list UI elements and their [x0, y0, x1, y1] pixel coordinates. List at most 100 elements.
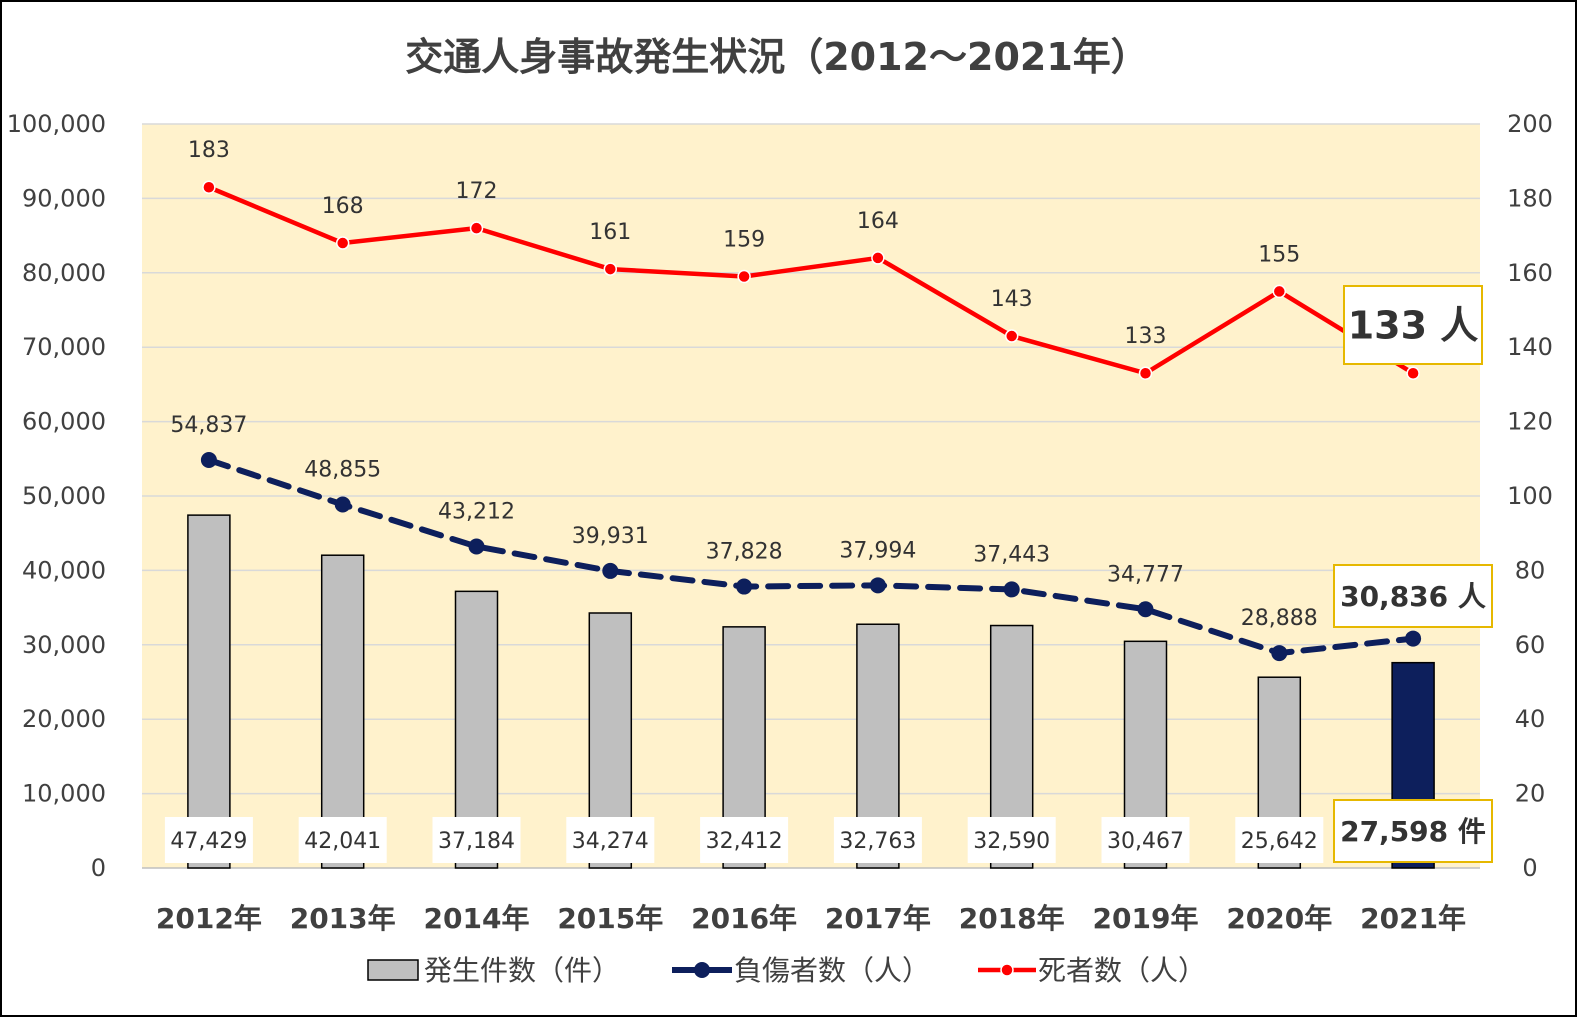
deaths-point: [202, 180, 216, 194]
deaths-point: [1138, 366, 1153, 380]
y-left-tick-label: 20,000: [22, 705, 106, 733]
injured-value-label: 37,443: [973, 542, 1050, 567]
legend-label-injured: 負傷者数（人）: [734, 954, 930, 987]
legend-swatch-accidents: [367, 959, 419, 981]
injured-point: [1271, 645, 1288, 662]
deaths-value-label: 164: [857, 209, 899, 234]
bar-label-box: [967, 817, 1056, 863]
y-left-tick-label: 70,000: [22, 333, 106, 361]
x-category-label: 2020年: [1226, 902, 1332, 935]
y-right-tick-label: 180: [1507, 184, 1553, 212]
injured-value-label: 37,828: [706, 540, 783, 565]
legend-marker-deaths: [1000, 963, 1014, 977]
legend-label-deaths: 死者数（人）: [1038, 954, 1206, 987]
injured-point: [200, 452, 217, 469]
y-right-tick-label: 140: [1507, 333, 1553, 361]
injured-point: [1003, 581, 1020, 598]
chart-title: 交通人身事故発生状況（2012～2021年）: [405, 35, 1149, 79]
x-category-label: 2014年: [424, 902, 530, 935]
injured-value-label: 37,994: [839, 538, 916, 563]
bar-label-box: [1235, 817, 1324, 863]
deaths-value-label: 168: [322, 194, 364, 219]
deaths-point: [737, 269, 751, 284]
x-category-label: 2017年: [825, 902, 931, 935]
bar-value-label: 37,184: [438, 829, 515, 854]
y-left-tick-label: 10,000: [22, 780, 106, 808]
callout-injured-label: 30,836 人: [1340, 580, 1486, 613]
bar-value-label: 30,467: [1107, 829, 1184, 854]
y-left-tick-label: 80,000: [22, 259, 106, 287]
y-left-tick-label: 60,000: [22, 408, 106, 436]
y-right-tick-label: 20: [1515, 780, 1546, 808]
x-category-label: 2019年: [1093, 902, 1199, 935]
injured-point: [1137, 601, 1154, 618]
deaths-point: [603, 262, 618, 276]
x-category-label: 2012年: [156, 902, 262, 935]
deaths-point: [1272, 284, 1287, 299]
bar-label-box: [700, 817, 789, 863]
y-right-tick-label: 80: [1515, 556, 1546, 584]
y-left-tick-label: 30,000: [22, 631, 106, 659]
deaths-point: [1004, 329, 1019, 343]
bar-label-box: [432, 817, 521, 863]
bar-accidents: [320, 554, 365, 869]
injured-series-line: [205, 457, 1417, 657]
legend-marker-injured: [694, 962, 710, 978]
y-left-tick-label: 50,000: [22, 482, 106, 510]
callout-deaths-box: [1343, 285, 1483, 365]
injured-value-label: 43,212: [438, 500, 515, 525]
callout-accidents-box: [1333, 799, 1493, 863]
bar-value-label: 34,274: [572, 829, 649, 854]
y-right-tick-label: 100: [1507, 482, 1553, 510]
bar-value-label: 42,041: [304, 829, 381, 854]
bar-label-box: [164, 817, 253, 863]
legend-label-accidents: 発生件数（件）: [424, 954, 620, 987]
bar-label-box: [298, 817, 387, 863]
bar-label-box: [566, 817, 655, 863]
injured-value-label: 34,777: [1107, 562, 1184, 587]
deaths-point: [871, 251, 885, 265]
y-right-tick-label: 60: [1515, 631, 1546, 659]
y-right-tick-label: 40: [1515, 705, 1546, 733]
bar-value-label: 32,590: [973, 829, 1050, 854]
y-left-tick-label: 0: [91, 854, 106, 882]
deaths-value-label: 143: [991, 287, 1033, 312]
deaths-value-label: 155: [1258, 242, 1300, 267]
y-left-tick-label: 40,000: [22, 556, 106, 584]
injured-point: [1405, 630, 1422, 647]
bar-accidents: [187, 514, 231, 869]
bar-value-label: 47,429: [170, 829, 247, 854]
legend: 発生件数（件） 負傷者数（人） 死者数（人）: [367, 954, 1206, 987]
deaths-point: [1406, 366, 1420, 380]
x-category-label: 2016年: [691, 902, 797, 935]
deaths-value-label: 161: [589, 220, 631, 245]
callout-injured-box: [1333, 564, 1493, 628]
injured-value-label: 28,888: [1241, 606, 1318, 631]
bar-value-label: 32,763: [839, 829, 916, 854]
x-category-label: 2015年: [557, 902, 663, 935]
bar-label-box: [833, 817, 922, 863]
injured-point: [869, 577, 886, 594]
plot-area: 0 10,000 20,000 30,000 40,000 50,000 60,000 70,…: [7, 110, 1553, 935]
x-category-label: 2013年: [290, 902, 396, 935]
y-right-tick-label: 200: [1507, 110, 1553, 138]
deaths-point: [335, 236, 350, 250]
y-right-tick-label: 160: [1507, 259, 1553, 287]
deaths-point: [469, 221, 484, 235]
bar-label-box: [1101, 817, 1190, 863]
injured-point: [602, 562, 619, 579]
callout-accidents-label: 27,598 件: [1340, 815, 1486, 848]
callout-deaths-label: 133 人: [1348, 304, 1479, 348]
injured-value-label: 48,855: [304, 458, 381, 483]
injured-value-label: 39,931: [572, 524, 649, 549]
deaths-series-line: [208, 185, 1415, 376]
x-category-label: 2018年: [959, 902, 1065, 935]
bar-value-label: 32,412: [706, 829, 783, 854]
injured-value-label: 54,837: [170, 413, 247, 438]
injured-point: [334, 496, 351, 513]
deaths-value-label: 183: [188, 138, 230, 163]
deaths-value-label: 172: [456, 179, 498, 204]
deaths-value-label: 159: [723, 228, 765, 253]
deaths-value-label: 133: [1125, 324, 1167, 349]
